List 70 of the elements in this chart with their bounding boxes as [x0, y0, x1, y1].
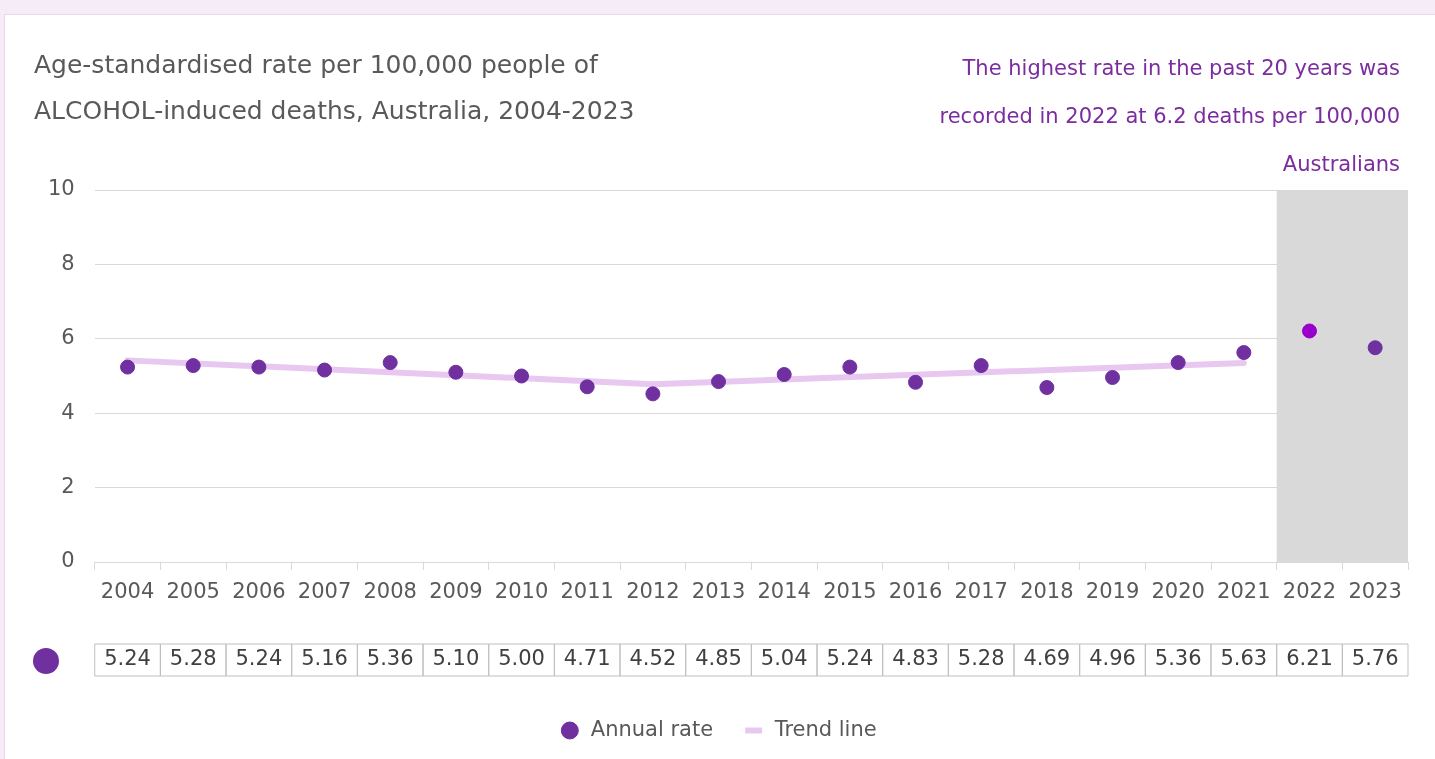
point [1367, 340, 1383, 356]
point [973, 358, 989, 374]
x-tick-label: 2007 [297, 579, 352, 604]
y-tick-label: 8 [61, 250, 75, 275]
x-tick-label: 2018 [1020, 579, 1074, 604]
x-tick-label: 2005 [166, 579, 220, 604]
data-label: 5.16 [301, 646, 348, 671]
point [908, 374, 924, 390]
data-label: 5.24 [826, 646, 874, 671]
x-tick-label: 2004 [100, 579, 155, 604]
x-tick-label: 2021 [1217, 579, 1271, 604]
data-label: 5.36 [1154, 646, 1202, 671]
point [185, 358, 201, 374]
data-label: 5.00 [498, 646, 545, 671]
data-label: 5.36 [366, 646, 414, 671]
text: The highest rate in the past 20 years was recorded in 2022 at 6.2 deaths per 100,000 Australians [938, 55, 1400, 178]
point [1039, 380, 1055, 396]
data-label: 5.04 [760, 646, 808, 671]
point [514, 368, 530, 384]
point [1302, 323, 1317, 339]
point [251, 359, 267, 375]
point [842, 359, 858, 375]
data-label: 5.28 [957, 646, 1005, 671]
y-tick-label: 10 [47, 176, 75, 201]
x-tick-label: 2020 [1151, 579, 1205, 604]
x-tick-label: 2022 [1282, 579, 1337, 604]
point [711, 374, 727, 390]
data-label: 6.21 [1286, 646, 1333, 671]
x-tick-label: 2011 [560, 579, 614, 604]
data-label: 4.85 [695, 646, 742, 671]
x-tick-label: 2014 [757, 579, 811, 604]
y-tick-label: 6 [61, 325, 75, 350]
y-tick-label: 4 [61, 399, 75, 424]
y-tick-label: 2 [61, 474, 75, 499]
point [645, 386, 661, 402]
point [776, 367, 792, 383]
data-label: 5.24 [104, 646, 151, 671]
point [448, 364, 464, 380]
x-tick-label: 2016 [888, 579, 943, 604]
data-label: 5.76 [1351, 646, 1399, 671]
x-tick-label: 2015 [823, 579, 877, 604]
point [1170, 355, 1186, 371]
data-label: 4.71 [563, 646, 611, 671]
point [1236, 345, 1252, 361]
data-label: 5.24 [235, 646, 283, 671]
data-label: 4.96 [1089, 646, 1136, 671]
legend-label: Trend line [773, 716, 877, 741]
data-label: 5.63 [1220, 646, 1268, 671]
data-label: 5.28 [169, 646, 217, 671]
data-label: 4.52 [629, 646, 677, 671]
x-tick-label: 2017 [954, 579, 1008, 604]
legend-label: Annual rate [590, 716, 714, 741]
x-tick-label: 2023 [1348, 579, 1402, 604]
y-tick-label: 0 [61, 548, 75, 573]
point [1105, 369, 1121, 385]
data-label: 4.69 [1023, 646, 1071, 671]
x-tick-label: 2010 [494, 579, 549, 604]
x-tick-label: 2009 [429, 579, 483, 604]
point [120, 359, 136, 375]
point [382, 355, 398, 371]
point [317, 362, 333, 378]
chart-title: Age-standardised rate per 100,000 people of ALCOHOL-induced deaths, Australia, 2004-2023 [34, 49, 636, 127]
x-tick-label: 2013 [691, 579, 746, 604]
x-tick-label: 2008 [363, 579, 417, 604]
data-label: 5.10 [432, 646, 480, 671]
x-tick-label: 2012 [626, 579, 680, 604]
x-tick-label: 2006 [232, 579, 286, 604]
x-tick-label: 2019 [1085, 579, 1140, 604]
data-label: 4.83 [892, 646, 939, 671]
point [579, 379, 595, 395]
